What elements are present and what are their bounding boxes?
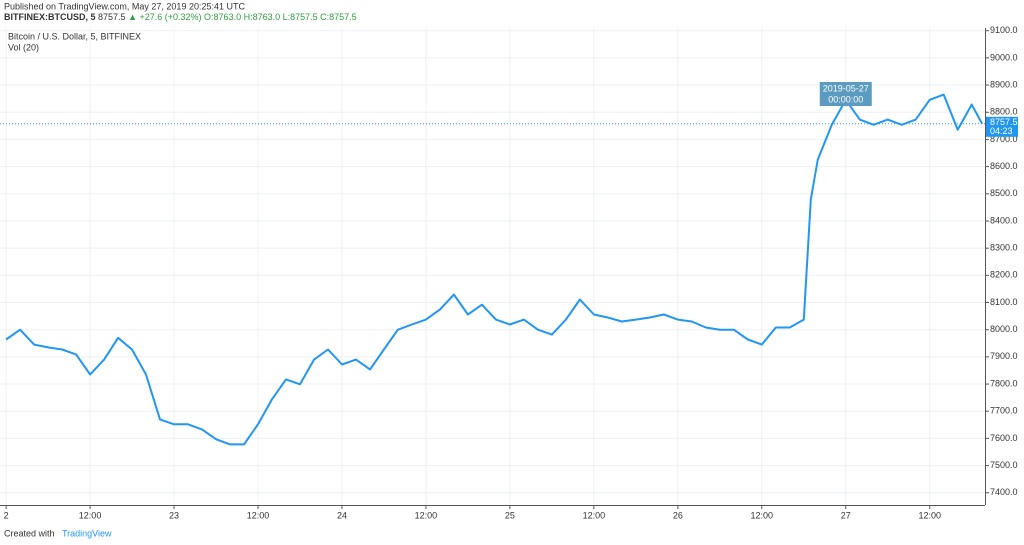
- x-tick-label: 26: [673, 510, 683, 520]
- countdown: 04:23: [990, 126, 1013, 136]
- y-tick-label: 8900.0: [990, 79, 1018, 89]
- x-tick-label: 12:00: [247, 510, 270, 520]
- x-tick-label: 12:00: [415, 510, 438, 520]
- published-note: Published on TradingView.com, May 27, 20…: [4, 1, 245, 11]
- y-tick-label: 8300.0: [990, 243, 1018, 253]
- footer-brand: TradingView: [62, 528, 112, 538]
- x-tick-label: 12:00: [79, 510, 102, 520]
- legend-line: BITFINEX:BTCUSD, 5 8757.5 ▲ +27.6 (+0.32…: [4, 12, 357, 22]
- last-price-tag: [986, 116, 1018, 137]
- crosshair-tooltip: [819, 82, 872, 106]
- y-tick-label: 8600.0: [990, 161, 1018, 171]
- price: 8757.5: [98, 12, 126, 22]
- x-tick-label: 12:00: [583, 510, 606, 520]
- x-tick-label: 24: [337, 510, 347, 520]
- x-tick-label: 23: [169, 510, 179, 520]
- x-tick-label: 27: [841, 510, 851, 520]
- y-tick-label: 8000.0: [990, 324, 1018, 334]
- price-line: [5, 93, 984, 446]
- change: ▲ +27.6 (+0.32%): [128, 12, 201, 22]
- y-tick-label: 9000.0: [990, 52, 1018, 62]
- y-tick-label: 8100.0: [990, 297, 1018, 307]
- x-tick-label: 25: [505, 510, 515, 520]
- y-tick-label: 7900.0: [990, 351, 1018, 361]
- y-tick-label: 8800.0: [990, 107, 1018, 117]
- x-tick-label: 12:00: [918, 510, 941, 520]
- y-tick-label: 7400.0: [990, 487, 1018, 497]
- last-price-label: 8757.5: [990, 117, 1018, 127]
- y-tick-label: 8500.0: [990, 188, 1018, 198]
- x-tick-label: 12:00: [751, 510, 774, 520]
- grid: [0, 28, 985, 505]
- y-tick-label: 8700.0: [990, 134, 1018, 144]
- y-tick-label: 7800.0: [990, 378, 1018, 388]
- y-tick-label: 7600.0: [990, 433, 1018, 443]
- ohlc: O:8763.0 H:8763.0 L:8757.5 C:8757.5: [204, 12, 357, 22]
- crosshair-time: 00:00:00: [828, 94, 863, 104]
- x-tick-label: 2: [4, 510, 9, 520]
- symbol: BITFINEX:BTCUSD, 5: [4, 12, 96, 22]
- y-tick-label: 8400.0: [990, 215, 1018, 225]
- y-tick-label: 9100.0: [990, 25, 1018, 35]
- y-tick-label: 7500.0: [990, 460, 1018, 470]
- footer-created: Created with: [4, 528, 55, 538]
- crosshair-date: 2019-05-27: [823, 83, 869, 93]
- series-title: Bitcoin / U.S. Dollar, 5, BITFINEX: [8, 31, 141, 41]
- y-tick-label: 7700.0: [990, 406, 1018, 416]
- volume-study: Vol (20): [8, 42, 39, 52]
- y-tick-label: 8200.0: [990, 270, 1018, 280]
